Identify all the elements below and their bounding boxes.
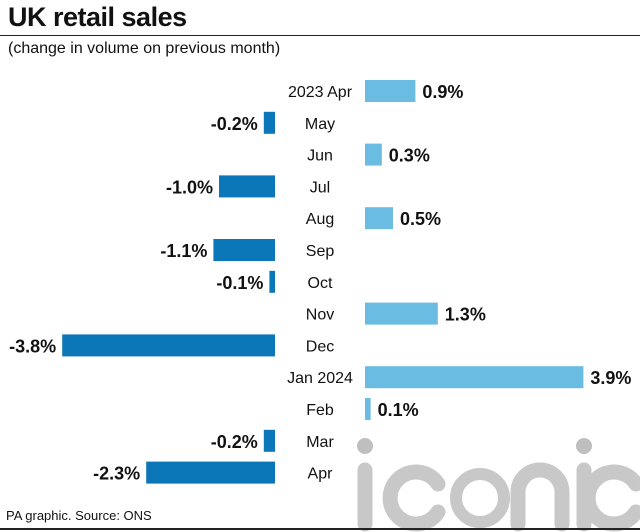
bar-mar [263,429,275,452]
value-label: 0.5% [400,209,441,229]
bar-may [263,111,275,134]
bar-chart: 2023 Apr 0.9% May -0.2% Jun 0.3% Jul -1.0% Aug 0.… [9,80,631,484]
category-label: Aug [306,211,334,228]
category-label: Nov [306,307,334,324]
value-label: 0.1% [378,400,419,420]
category-label: Sep [306,243,335,260]
bottom-divider [0,528,640,530]
bar-jan-2024 [365,366,584,389]
chart-subtitle: (change in volume on previous month) [8,40,281,57]
chart-title: UK retail sales [8,2,187,32]
value-label: -2.3% [93,464,140,484]
bar-jul [219,175,275,198]
category-label: 2023 Apr [288,84,353,101]
value-label: -3.8% [9,336,56,356]
value-label: -1.0% [166,177,213,197]
bar-jun [365,143,382,166]
value-label: 3.9% [590,368,631,388]
category-label: Jan 2024 [287,370,353,387]
value-label: 0.3% [389,146,430,166]
category-label: Dec [306,338,334,355]
bar-oct [269,270,275,293]
bar-aug [365,207,393,230]
bar-2023-apr [365,80,416,102]
source-note: PA graphic. Source: ONS [6,508,152,523]
value-label: -0.2% [211,114,258,134]
value-label: -0.2% [211,432,258,452]
bar-feb [365,398,371,420]
value-label: 0.9% [422,82,463,102]
value-label: -1.1% [160,241,207,261]
title-divider [0,35,640,36]
bar-apr [146,461,275,484]
bar-sep [213,239,275,261]
value-label: -0.1% [216,273,263,293]
bar-nov [365,302,438,325]
category-label: Feb [306,402,334,419]
iconic-watermark: iconic [357,438,640,532]
category-label: Oct [308,275,333,292]
category-label: Jun [307,148,333,165]
value-label: 1.3% [445,305,486,325]
category-label: Mar [306,434,334,451]
category-label: Jul [310,179,330,196]
bar-dec [62,334,276,357]
category-label: Apr [308,466,334,483]
category-label: May [305,116,335,133]
